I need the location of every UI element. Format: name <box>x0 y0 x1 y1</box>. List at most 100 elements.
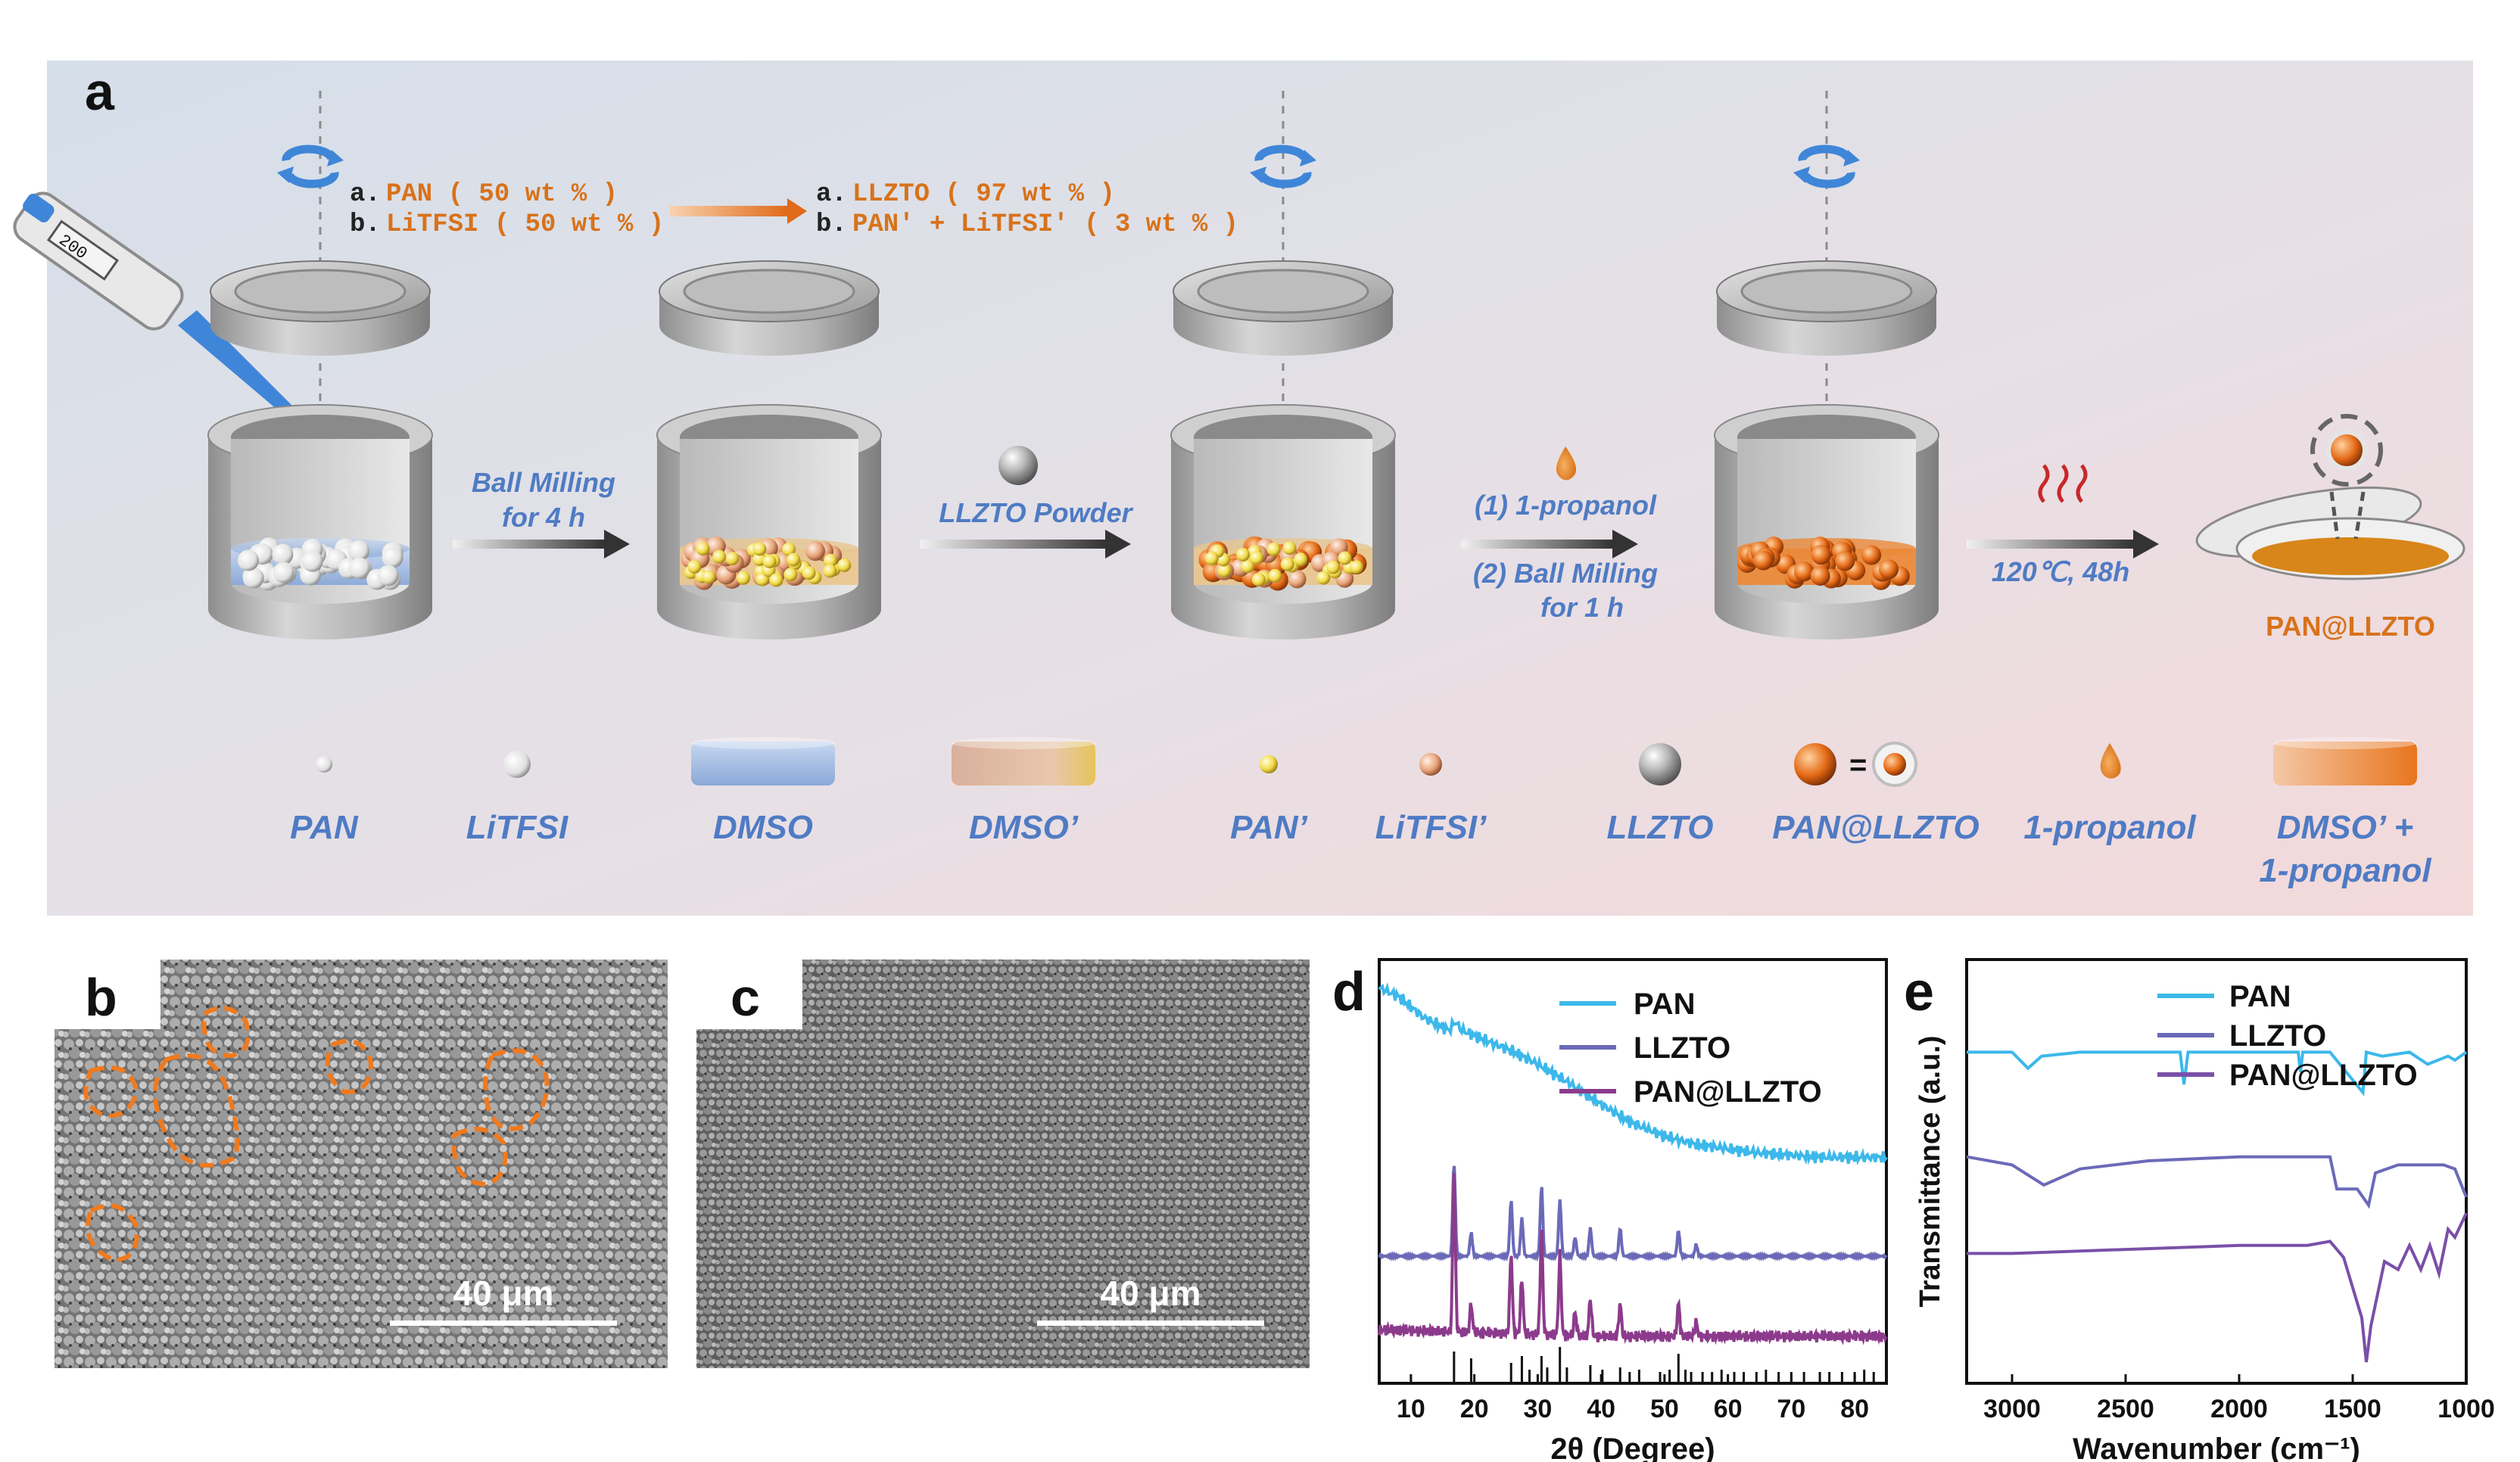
product-membrane-icon <box>2195 414 2465 580</box>
jar-ball <box>1251 572 1266 586</box>
panel-b-letter-box <box>55 960 160 1029</box>
chart-e-tick-label: 2500 <box>2097 1395 2154 1423</box>
jar-ball <box>1236 547 1251 561</box>
scalebar-c-label: 40 μm <box>1101 1274 1201 1313</box>
jar-ball <box>712 549 727 564</box>
scalebar-c <box>1037 1320 1264 1326</box>
jar-ball <box>1268 568 1282 583</box>
recipe-2-b-prefix: b. <box>816 210 847 239</box>
legend-label: LLZTO <box>1607 809 1714 846</box>
chart-d-tick-label: 40 <box>1587 1395 1615 1423</box>
chart-d-tick-label: 30 <box>1523 1395 1552 1423</box>
chart-e-series-pan <box>1967 1050 2468 1096</box>
legend-label: PAN <box>290 809 359 846</box>
jar-ball <box>1753 550 1774 571</box>
scalebar-b-label: 40 μm <box>453 1274 554 1313</box>
chart-e-xlabel: Wavenumber (cm⁻¹) <box>2073 1432 2360 1462</box>
jar-ball <box>1861 545 1882 565</box>
step-1-line-1: Ball Milling <box>472 467 615 498</box>
legend-item: LiTFSI’ <box>1375 753 1487 846</box>
jar-ball <box>272 543 294 565</box>
jar-ball <box>802 566 816 580</box>
jar-ball <box>687 560 702 574</box>
jar-lid-recess <box>1740 269 1913 314</box>
jar-ball <box>1326 560 1341 574</box>
jar-ball <box>348 557 370 579</box>
orange-solvent-icon <box>2273 742 2417 785</box>
chart-d-legend-label: PAN@LLZTO <box>1634 1075 1822 1109</box>
panel-e-letter: e <box>1904 962 1934 1022</box>
chart-e-tick-label: 1000 <box>2437 1395 2495 1423</box>
panel-a-letter: a <box>85 62 115 121</box>
heat-icon <box>2038 464 2088 503</box>
recipe-2-b-text: PAN' + LiTFSI' ( 3 wt % ) <box>852 210 1238 239</box>
step-4-label: 120℃, 48h <box>1992 556 2130 587</box>
jar-ball <box>382 546 403 568</box>
rotation-icon <box>277 145 344 188</box>
jar-ball <box>1282 541 1297 555</box>
tan-solvent-icon <box>952 742 1095 785</box>
chart-d-series-llzto <box>1378 1165 1888 1262</box>
jar-lid-recess <box>234 269 407 314</box>
legend-item: 1-propanol <box>2023 743 2196 846</box>
jar-ball <box>782 542 796 556</box>
legend-item: PAN <box>290 756 359 846</box>
chart-d-legend-label: LLZTO <box>1634 1031 1730 1065</box>
chart-d-series-pan <box>1378 982 1888 1165</box>
chart-d: d 10 20 30 40 50 60 70 80 2θ (Degree) PAN LLZTO PAN@… <box>1332 958 1888 1462</box>
jar-ball <box>1316 571 1331 585</box>
legend-label: PAN@LLZTO <box>1772 809 1979 846</box>
legend-label: 1-propanol <box>2023 809 2196 846</box>
panel-d-letter: d <box>1332 962 1366 1022</box>
jar-ball <box>1810 565 1830 586</box>
jar-ball <box>752 542 767 556</box>
step-3-line-3: for 1 h <box>1540 592 1624 623</box>
yellow-sphere-icon <box>1260 755 1278 773</box>
rotation-icon <box>1250 145 1316 188</box>
jar-ball <box>1266 542 1281 556</box>
legend-item: DMSO’ + 1-propanol <box>2259 737 2431 889</box>
small-white-sphere-icon <box>316 756 332 773</box>
jar-ball <box>1338 551 1352 565</box>
orange-sphere-icon <box>1794 743 1836 785</box>
step-3-line-1: (1) 1-propanol <box>1475 490 1657 521</box>
legend-label-line-2: 1-propanol <box>2259 852 2431 889</box>
legend-item: PAN’ <box>1230 755 1308 846</box>
chart-d-tick-label: 70 <box>1777 1395 1805 1423</box>
propanol-drop-icon <box>1556 446 1577 481</box>
chart-e-series-pan-llzto <box>1967 1212 2468 1363</box>
jar-ball <box>824 553 838 568</box>
jar-ball <box>1217 563 1232 577</box>
recipe-2: a. LLZTO ( 97 wt % ) b. PAN' + LiTFSI' (… <box>816 180 1238 239</box>
process-arrow-2 <box>920 530 1131 558</box>
silver-sphere-icon <box>1639 743 1681 785</box>
jar-ball <box>837 558 852 572</box>
jar-ball <box>348 540 370 561</box>
process-arrow-4 <box>1967 530 2159 558</box>
chart-d-xlabel: 2θ (Degree) <box>1550 1432 1715 1462</box>
jar-ball <box>805 541 826 561</box>
jar-ball <box>1204 551 1219 565</box>
chart-d-tick-label: 60 <box>1714 1395 1743 1423</box>
chart-e-tick-label: 1500 <box>2324 1395 2381 1423</box>
legend-label: LiTFSI’ <box>1375 809 1487 846</box>
recipe-2-a-prefix: a. <box>816 180 847 209</box>
jar-ball <box>1294 552 1308 567</box>
chart-e-legend-label: LLZTO <box>2229 1019 2326 1053</box>
chart-d-tick-label: 50 <box>1650 1395 1679 1423</box>
equals-sign: = <box>1849 748 1867 782</box>
recipe-1-a-prefix: a. <box>350 180 381 209</box>
ball-mill-jar <box>656 260 882 639</box>
legend-item: LLZTO <box>1607 743 1714 846</box>
jar-ball <box>1241 559 1255 574</box>
chart-d-tick-label: 20 <box>1460 1395 1489 1423</box>
jar-ball <box>1288 570 1307 589</box>
panel-c-letter-box <box>696 960 802 1029</box>
panel-a: a a. PAN ( 50 wt % ) b. LiTFSI ( 50 <box>13 61 2473 916</box>
ball-mill-jar <box>1170 260 1396 639</box>
legend-label: DMSO <box>713 809 813 846</box>
jar-ball <box>1879 559 1899 580</box>
recipe-1-b-prefix: b. <box>350 210 381 239</box>
panel-b-letter: b <box>85 968 117 1027</box>
jar-ball <box>1349 560 1363 574</box>
